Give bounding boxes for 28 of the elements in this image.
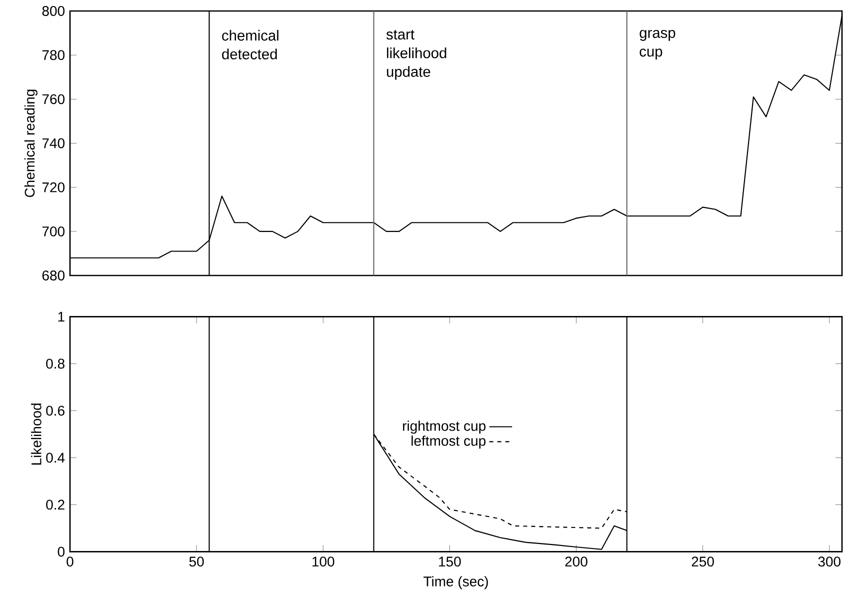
y-tick-label: 0.6 [46, 406, 64, 416]
y-tick-label: 0.2 [46, 500, 64, 510]
y-axis-title: Likelihood [31, 404, 42, 465]
x-tick-label: 150 [439, 556, 461, 567]
y-tick-label: 700 [42, 226, 65, 236]
x-axis-title: Time (sec) [424, 576, 488, 590]
x-tick-label: 50 [189, 556, 204, 567]
y-tick-label: 680 [42, 270, 65, 280]
x-tick-label: 300 [818, 556, 840, 567]
y-tick-label: 1 [58, 312, 64, 322]
x-tick-label: 0 [66, 556, 74, 567]
x-tick-label: 200 [565, 556, 588, 567]
y-tick-label: 0.8 [46, 358, 64, 369]
ref-line-label: chemical detected [222, 30, 278, 60]
x-tick-label: 250 [692, 556, 714, 567]
ref-line-label: grasp cup [640, 30, 676, 60]
legend-label: leftmost cup [412, 436, 486, 449]
ref-line-label: start likelihood update [386, 30, 446, 80]
y-tick-label: 800 [42, 6, 65, 16]
x-tick-label: 100 [312, 556, 334, 567]
legend-label: rightmost cup [402, 420, 486, 434]
y-tick-label: 780 [42, 50, 65, 60]
y-tick-label: 0 [58, 546, 65, 557]
y-tick-label: 720 [42, 182, 65, 192]
y-tick-label: 740 [42, 138, 65, 148]
y-tick-label: 760 [42, 94, 65, 104]
y-tick-label: 0.4 [46, 452, 65, 463]
y-axis-title: Chemical reading [24, 90, 38, 198]
